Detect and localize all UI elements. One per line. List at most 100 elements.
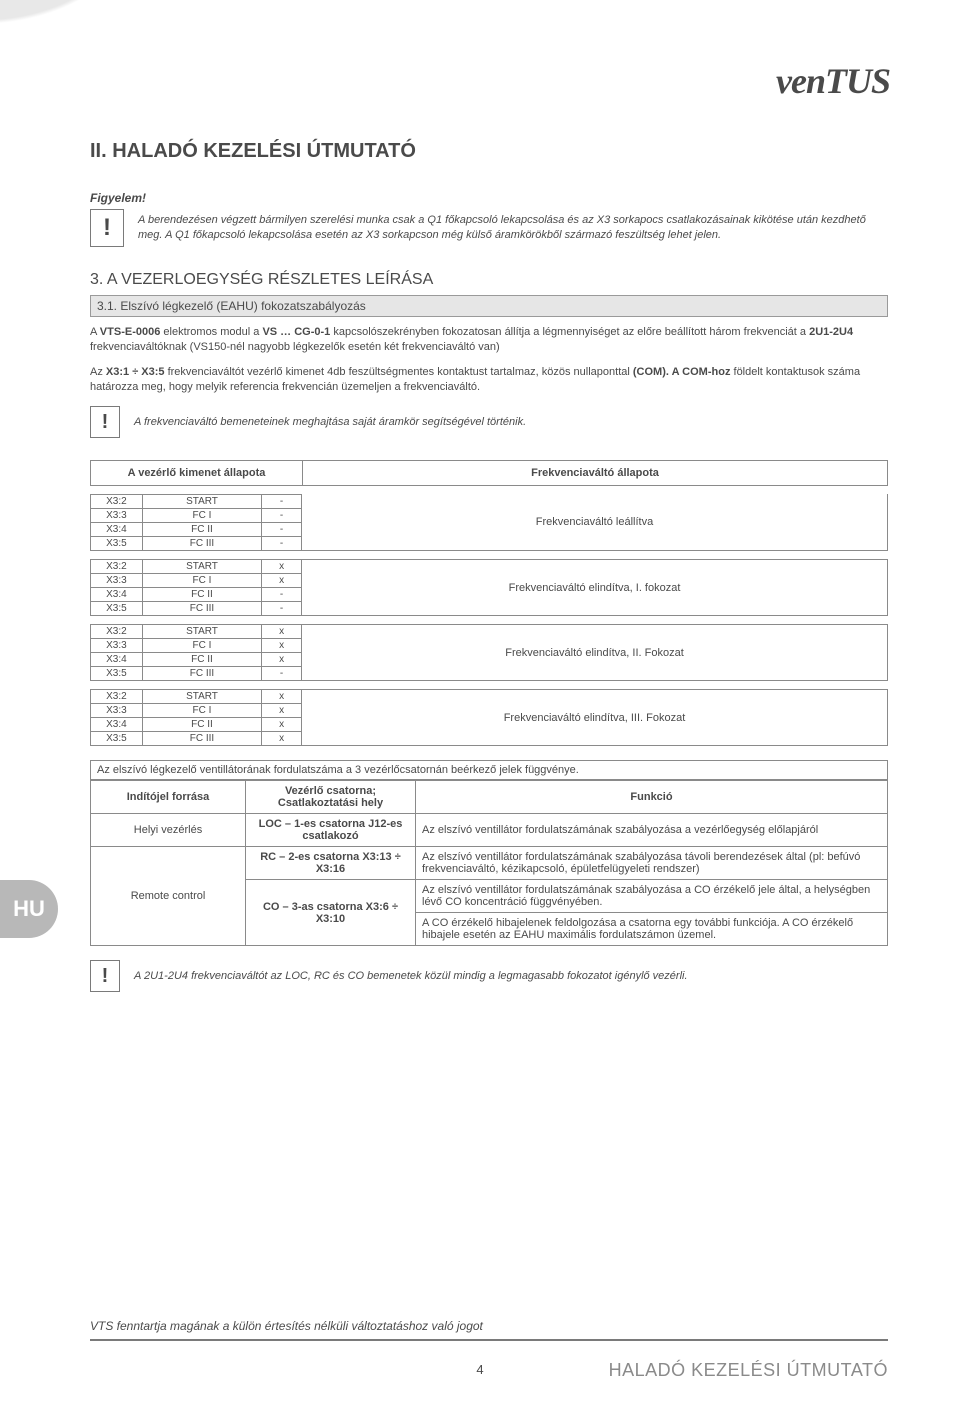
td-terminal: X3:2 — [91, 625, 143, 639]
td-signal: START — [142, 495, 261, 509]
td-terminal: X3:5 — [91, 602, 143, 616]
td-function: Az elszívó ventillátor fordulatszámának … — [416, 814, 888, 847]
state-header-left: A vezérlő kimenet állapota — [91, 461, 303, 485]
td-value: - — [262, 523, 302, 537]
td-value: x — [262, 690, 302, 704]
td-source: Remote control — [91, 847, 246, 946]
th-function: Funkció — [416, 781, 888, 814]
td-value: x — [262, 625, 302, 639]
td-function: Az elszívó ventillátor fordulatszámának … — [416, 847, 888, 880]
footer-note: VTS fenntartja magának a külön értesítés… — [90, 1319, 483, 1333]
table-row: X3:2START- — [91, 495, 302, 509]
table-row: X3:3FC Ix — [91, 639, 302, 653]
table-row: X3:4FC IIx — [91, 718, 302, 732]
state-group: X3:2STARTxX3:3FC IxX3:4FC II-X3:5FC III-… — [90, 559, 888, 616]
state-description: Frekvenciaváltó leállítva — [302, 494, 888, 551]
table-row: X3:2STARTx — [91, 560, 302, 574]
td-value: - — [262, 495, 302, 509]
td-channel: CO – 3-as csatorna X3:6 ÷ X3:10 — [246, 880, 416, 946]
state-group: X3:2START-X3:3FC I-X3:4FC II-X3:5FC III-… — [90, 494, 888, 551]
td-function: Az elszívó ventillátor fordulatszámának … — [416, 880, 888, 913]
td-terminal: X3:4 — [91, 653, 143, 667]
table-row: X3:4FC IIx — [91, 653, 302, 667]
td-value: - — [262, 667, 302, 681]
td-terminal: X3:4 — [91, 588, 143, 602]
th-channel: Vezérlő csatorna; Csatlakoztatási hely — [246, 781, 416, 814]
state-table-header: A vezérlő kimenet állapota Frekvenciavál… — [90, 460, 888, 486]
table-row: Remote control RC – 2-es csatorna X3:13 … — [91, 847, 888, 880]
td-terminal: X3:3 — [91, 509, 143, 523]
td-value: x — [262, 653, 302, 667]
td-terminal: X3:5 — [91, 667, 143, 681]
td-signal: FC I — [142, 509, 261, 523]
table-row: X3:3FC I- — [91, 509, 302, 523]
td-signal: FC III — [142, 667, 261, 681]
th-source: Indítójel forrása — [91, 781, 246, 814]
table-row: X3:2STARTx — [91, 690, 302, 704]
mini-state-table: X3:2STARTxX3:3FC IxX3:4FC IIxX3:5FC III- — [90, 624, 302, 681]
state-header-right: Frekvenciaváltó állapota — [303, 461, 887, 485]
td-value: x — [262, 732, 302, 746]
note-text-2: A 2U1-2U4 frekvenciaváltót az LOC, RC és… — [134, 970, 888, 982]
td-value: x — [262, 718, 302, 732]
warning-block: ! A berendezésen végzett bármilyen szere… — [90, 209, 888, 247]
td-signal: FC III — [142, 602, 261, 616]
td-signal: START — [142, 690, 261, 704]
td-signal: FC III — [142, 732, 261, 746]
td-channel: RC – 2-es csatorna X3:13 ÷ X3:16 — [246, 847, 416, 880]
td-terminal: X3:2 — [91, 495, 143, 509]
note-block-2: ! A 2U1-2U4 frekvenciaváltót az LOC, RC … — [90, 960, 888, 992]
note-text-1: A frekvenciaváltó bemeneteinek meghajtás… — [134, 416, 888, 428]
td-terminal: X3:2 — [91, 560, 143, 574]
td-terminal: X3:4 — [91, 718, 143, 732]
paragraph-1: A VTS-E-0006 elektromos modul a VS … CG-… — [90, 325, 888, 355]
td-source: Helyi vezérlés — [91, 814, 246, 847]
mini-state-table: X3:2STARTxX3:3FC IxX3:4FC IIxX3:5FC IIIx — [90, 689, 302, 746]
table-row: X3:5FC III- — [91, 602, 302, 616]
td-signal: FC III — [142, 537, 261, 551]
td-signal: FC II — [142, 588, 261, 602]
section-3-1-heading: 3.1. Elszívó légkezelő (EAHU) fokozatsza… — [90, 295, 888, 317]
td-value: - — [262, 602, 302, 616]
state-table-block: A vezérlő kimenet állapota Frekvenciavál… — [90, 460, 888, 746]
table-row: X3:4FC II- — [91, 523, 302, 537]
exclamation-icon: ! — [90, 960, 120, 992]
td-value: x — [262, 704, 302, 718]
footer-title: HALADÓ KEZELÉSI ÚTMUTATÓ — [609, 1360, 888, 1381]
td-value: - — [262, 537, 302, 551]
table-row: X3:3FC Ix — [91, 704, 302, 718]
td-signal: FC I — [142, 704, 261, 718]
td-value: - — [262, 509, 302, 523]
td-signal: START — [142, 560, 261, 574]
td-signal: FC II — [142, 653, 261, 667]
td-value: x — [262, 560, 302, 574]
state-description: Frekvenciaváltó elindítva, III. Fokozat — [302, 689, 888, 746]
table-row: X3:5FC III- — [91, 667, 302, 681]
attention-label: Figyelem! — [90, 191, 888, 205]
note-block-1: ! A frekvenciaváltó bemeneteinek meghajt… — [90, 406, 888, 438]
td-signal: START — [142, 625, 261, 639]
td-signal: FC II — [142, 718, 261, 732]
table-row: Helyi vezérlés LOC – 1-es csatorna J12-e… — [91, 814, 888, 847]
exclamation-icon: ! — [90, 406, 120, 438]
table-row: Indítójel forrása Vezérlő csatorna; Csat… — [91, 781, 888, 814]
td-signal: FC II — [142, 523, 261, 537]
section-3-heading: 3. A VEZERLOEGYSÉG RÉSZLETES LEÍRÁSA — [90, 271, 888, 289]
table-row: X3:3FC Ix — [91, 574, 302, 588]
table-row: X3:4FC II- — [91, 588, 302, 602]
table-row: X3:2STARTx — [91, 625, 302, 639]
table-row: X3:5FC IIIx — [91, 732, 302, 746]
td-channel: LOC – 1-es csatorna J12-es csatlakozó — [246, 814, 416, 847]
mini-state-table: X3:2START-X3:3FC I-X3:4FC II-X3:5FC III- — [90, 494, 302, 551]
td-value: - — [262, 588, 302, 602]
warning-text: A berendezésen végzett bármilyen szerelé… — [138, 213, 888, 243]
signal-table: Indítójel forrása Vezérlő csatorna; Csat… — [90, 780, 888, 946]
state-group: X3:2STARTxX3:3FC IxX3:4FC IIxX3:5FC IIIx… — [90, 689, 888, 746]
state-description: Frekvenciaváltó elindítva, II. Fokozat — [302, 624, 888, 681]
table-row: X3:5FC III- — [91, 537, 302, 551]
content-area: II. HALADÓ KEZELÉSI ÚTMUTATÓ Figyelem! !… — [0, 0, 960, 992]
paragraph-2: Az X3:1 ÷ X3:5 frekvenciaváltót vezérlő … — [90, 365, 888, 395]
td-terminal: X3:3 — [91, 704, 143, 718]
page-title: II. HALADÓ KEZELÉSI ÚTMUTATÓ — [90, 140, 888, 163]
state-description: Frekvenciaváltó elindítva, I. fokozat — [302, 559, 888, 616]
